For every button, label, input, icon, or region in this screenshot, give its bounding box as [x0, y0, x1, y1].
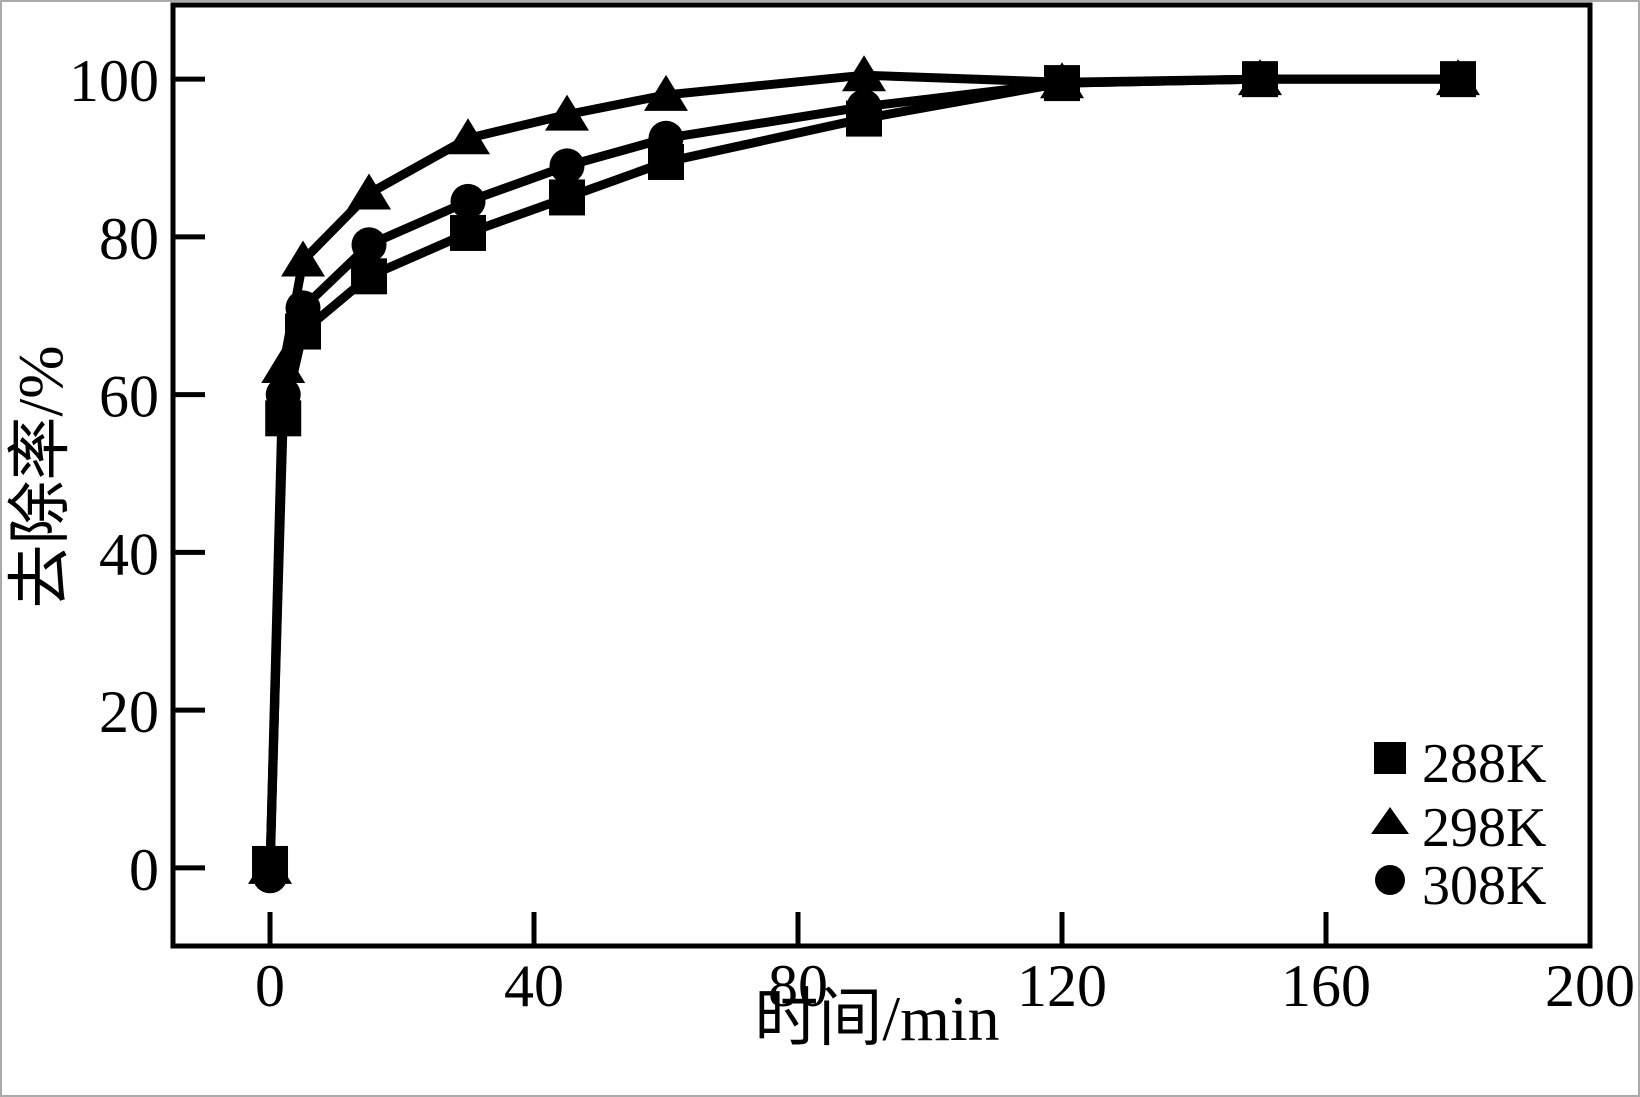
x-axis-label: 时间/min: [754, 983, 999, 1054]
y-tick-label: 100: [69, 48, 159, 114]
y-tick-label: 20: [99, 679, 159, 745]
data-point-marker-288K: [265, 400, 302, 437]
data-point-marker-288K: [846, 100, 883, 137]
series-298K: [248, 55, 1481, 884]
y-axis-label: 去除率/%: [5, 345, 76, 608]
series-308K: [252, 61, 1476, 894]
x-tick-label: 0: [255, 953, 285, 1019]
x-tick-label: 80: [768, 953, 828, 1019]
data-point-marker-298K: [842, 55, 887, 92]
data-point-marker-288K: [549, 179, 586, 216]
data-point-marker-298K: [446, 118, 491, 155]
plot-border: [170, 2, 1593, 949]
data-point-marker-298K: [644, 74, 689, 111]
data-point-marker-288K: [252, 845, 289, 882]
legend-label-288K: 288K: [1422, 733, 1546, 795]
y-tick-label: 40: [99, 521, 159, 587]
y-tick-label: 0: [129, 837, 159, 903]
x-tick-label: 200: [1545, 953, 1635, 1019]
data-point-marker-288K: [648, 143, 685, 180]
series-288K: [252, 61, 1477, 882]
legend-marker-298K: [1371, 807, 1409, 834]
data-point-marker-288K: [285, 313, 322, 350]
data-point-marker-298K: [545, 94, 590, 131]
data-point-marker-288K: [450, 214, 487, 251]
series-line-308K: [265, 74, 1459, 876]
x-tick-label: 120: [1017, 953, 1107, 1019]
legend-marker-308K: [1375, 865, 1405, 895]
data-point-marker-288K: [1242, 61, 1279, 98]
data-point-marker-298K: [281, 240, 326, 277]
data-point-marker-308K: [351, 227, 387, 263]
data-point-marker-308K: [450, 183, 486, 219]
data-point-marker-288K: [351, 258, 388, 295]
data-point-marker-298K: [347, 173, 392, 210]
series-line-298K: [265, 70, 1459, 869]
data-point-marker-308K: [549, 148, 585, 184]
x-tick-label: 40: [504, 953, 564, 1019]
data-point-marker-288K: [1044, 65, 1081, 102]
y-tick-label: 80: [99, 206, 159, 272]
legend-marker-288K: [1374, 742, 1406, 774]
series-line-288K: [265, 74, 1459, 865]
x-tick-label: 160: [1281, 953, 1371, 1019]
legend-label-308K: 308K: [1422, 855, 1546, 917]
y-tick-label: 60: [99, 364, 159, 430]
legend-label-298K: 298K: [1422, 797, 1546, 859]
data-point-marker-288K: [1440, 61, 1477, 98]
